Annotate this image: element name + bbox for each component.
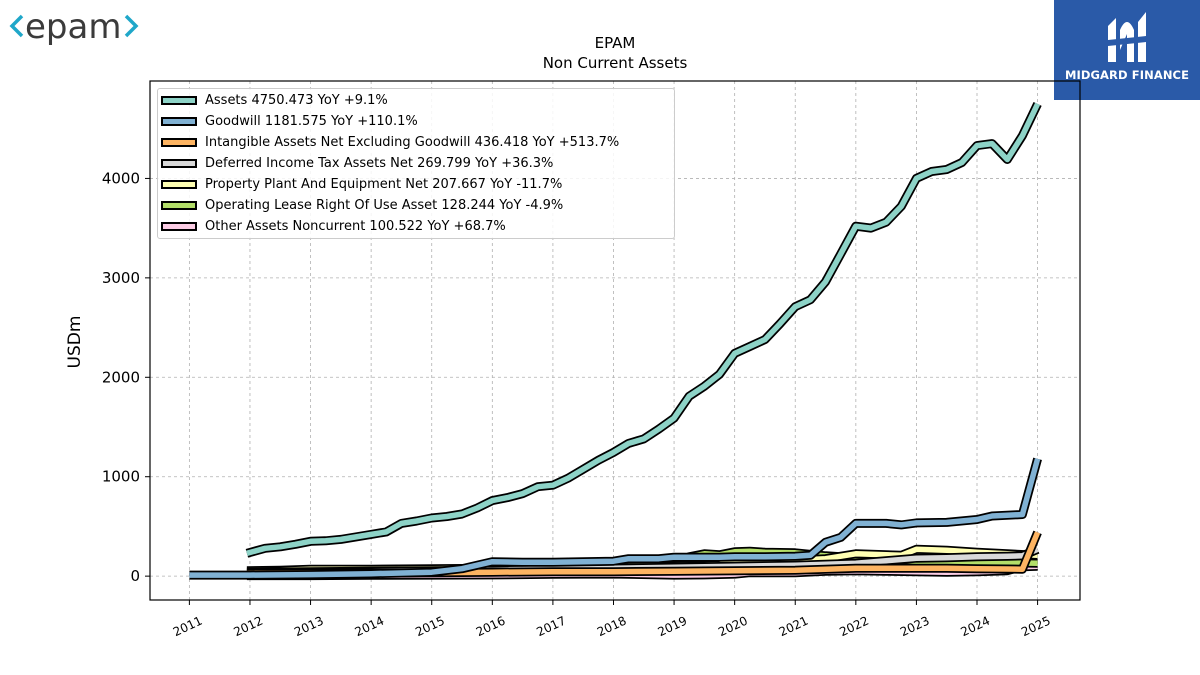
y-tick-label: 3000 [102, 269, 140, 287]
legend-item: Deferred Income Tax Assets Net 269.799 Y… [158, 153, 553, 173]
x-tick-label: 2015 [413, 614, 447, 640]
x-tick-label: 2011 [171, 614, 205, 640]
legend-item: Assets 4750.473 YoY +9.1% [158, 90, 388, 110]
legend-swatch [161, 179, 197, 189]
x-tick-label: 2022 [837, 614, 871, 640]
legend-label: Property Plant And Equipment Net 207.667… [205, 176, 563, 192]
y-tick-label: 4000 [102, 169, 140, 187]
legend-swatch [161, 200, 197, 210]
legend-item: Goodwill 1181.575 YoY +110.1% [158, 111, 418, 131]
chart-title: EPAM [595, 34, 636, 52]
y-axis-label: USDm [65, 316, 85, 369]
series-group [189, 101, 1042, 581]
legend-swatch [161, 158, 197, 168]
legend-item: Other Assets Noncurrent 100.522 YoY +68.… [158, 216, 506, 236]
legend-swatch [161, 95, 197, 105]
chart-subtitle: Non Current Assets [543, 54, 688, 72]
x-tick-label: 2023 [898, 614, 932, 640]
x-tick-label: 2013 [292, 614, 326, 640]
legend-label: Intangible Assets Net Excluding Goodwill… [205, 134, 620, 150]
plot-frame [149, 80, 1081, 601]
x-tick-label: 2024 [959, 614, 993, 640]
x-tick-label: 2016 [474, 614, 508, 640]
legend-label: Goodwill 1181.575 YoY +110.1% [205, 113, 418, 129]
x-tick-label: 2019 [656, 614, 690, 640]
series-stroke [189, 458, 1041, 578]
series-line [245, 101, 1042, 558]
legend-swatch [161, 116, 197, 126]
series-stroke [246, 102, 1041, 556]
x-tick-label: 2012 [231, 614, 265, 640]
legend-swatch [161, 221, 197, 231]
x-tick-label: 2017 [534, 614, 568, 640]
legend-item: Operating Lease Right Of Use Asset 128.2… [158, 195, 563, 215]
legend-label: Operating Lease Right Of Use Asset 128.2… [205, 197, 564, 213]
midgard-emblem-icon [1108, 12, 1146, 62]
legend-item: Intangible Assets Net Excluding Goodwill… [158, 132, 619, 152]
legend-label: Deferred Income Tax Assets Net 269.799 Y… [205, 155, 554, 171]
y-tick-label: 0 [130, 567, 140, 585]
midgard-finance-name: MIDGARD FINANCE [1064, 68, 1190, 82]
legend-swatch [161, 137, 197, 147]
y-tick-label: 1000 [102, 468, 140, 486]
x-tick-label: 2021 [777, 614, 811, 640]
epam-logo: epam [9, 7, 139, 47]
epam-logo-left-bracket [9, 14, 24, 38]
x-tick-label: 2014 [353, 614, 387, 640]
midgard-finance-logo: MIDGARD FINANCE [1054, 0, 1200, 100]
x-tick-label: 2025 [1019, 614, 1053, 640]
legend: Assets 4750.473 YoY +9.1% Goodwill 1181.5… [157, 88, 675, 239]
legend-label: Other Assets Noncurrent 100.522 YoY +68.… [205, 218, 506, 234]
series-line [189, 457, 1042, 580]
legend-item: Property Plant And Equipment Net 207.667… [158, 174, 562, 194]
x-tick-label: 2020 [716, 614, 750, 640]
y-tick-label: 2000 [102, 368, 140, 386]
legend-label: Assets 4750.473 YoY +9.1% [205, 92, 388, 108]
epam-logo-text: epam [25, 7, 121, 47]
x-tick-label: 2018 [595, 614, 629, 640]
epam-logo-right-bracket [124, 14, 139, 38]
